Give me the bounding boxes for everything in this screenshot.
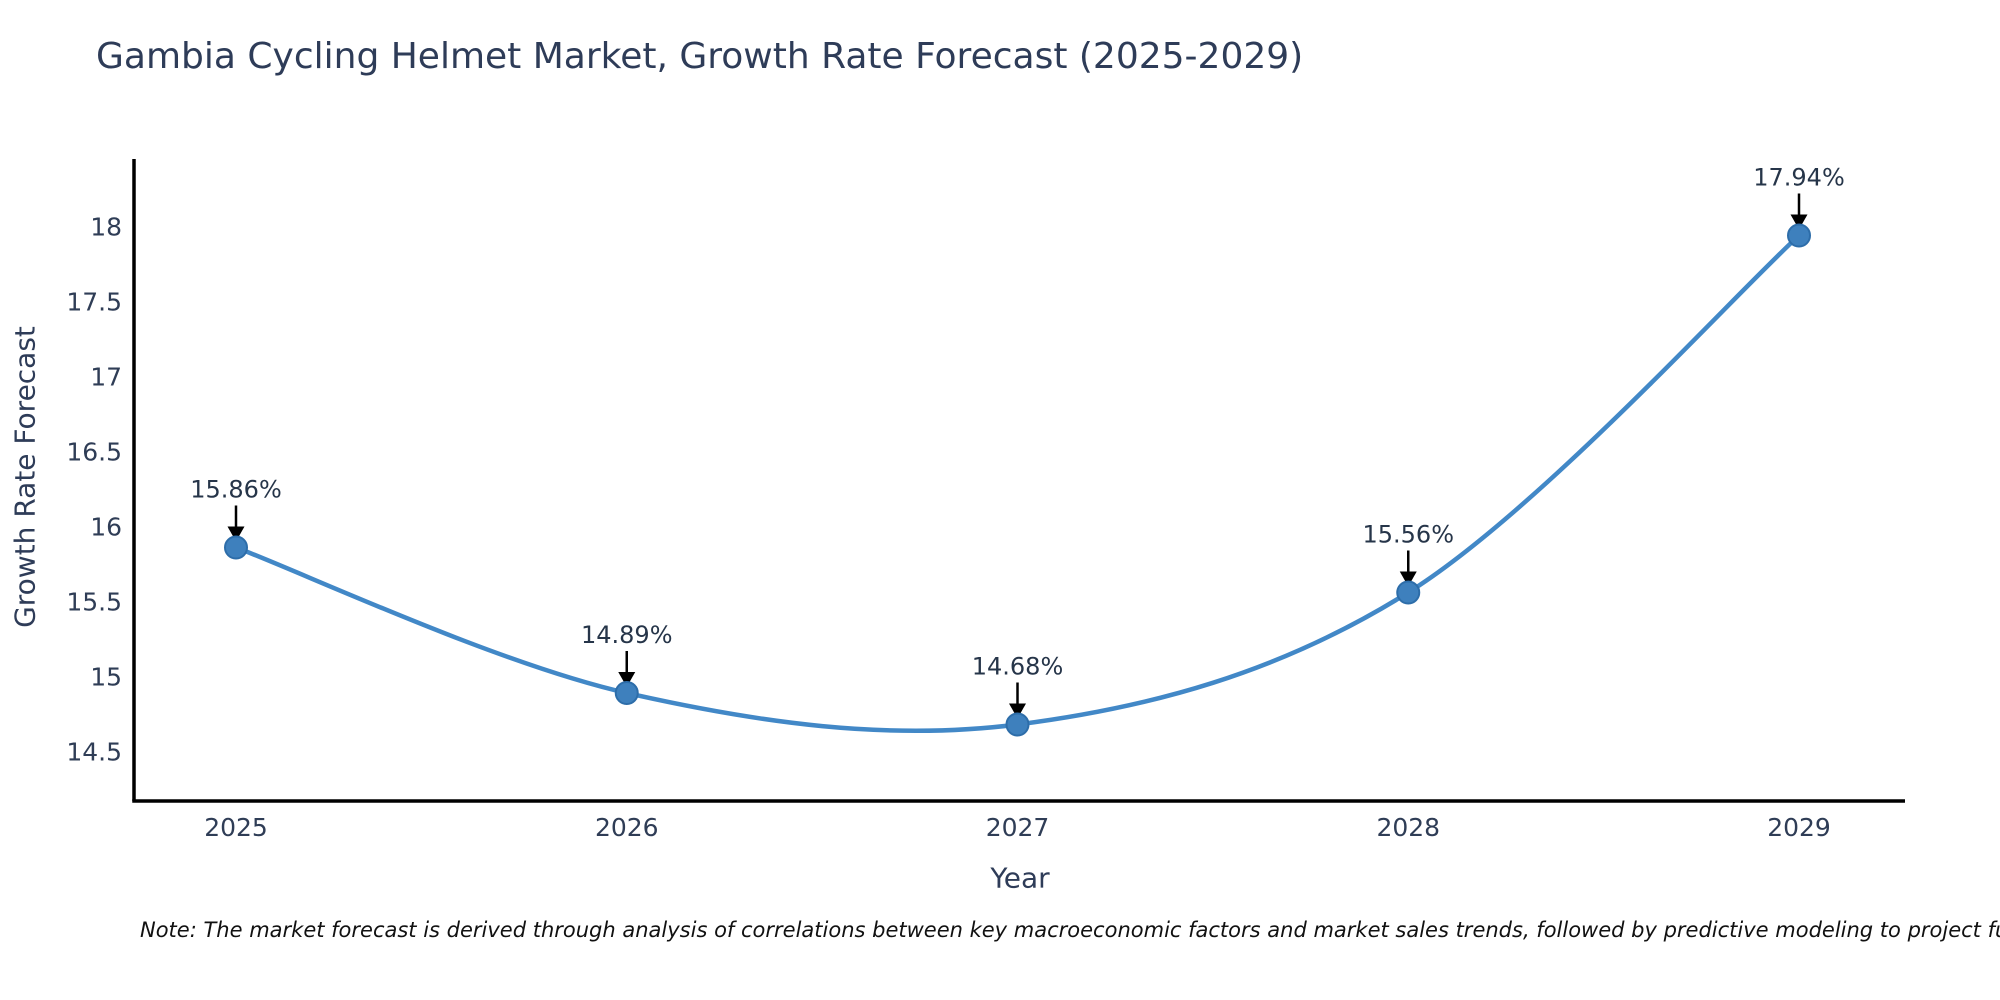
x-axis-title: Year	[990, 861, 1050, 895]
y-tick-label: 16.5	[66, 438, 122, 467]
y-tick-label: 14.5	[66, 738, 122, 767]
annotation-arrow-head	[618, 672, 636, 687]
data-point-label: 15.56%	[1362, 521, 1454, 549]
y-tick-label: 16	[90, 513, 122, 542]
annotation-arrow-head	[1399, 571, 1417, 587]
data-point-label: 14.89%	[581, 621, 673, 649]
x-tick-label: 2026	[595, 813, 659, 842]
data-point-marker	[224, 535, 248, 560]
footnote: Note: The market forecast is derived thr…	[140, 918, 2000, 942]
y-axis-title: Growth Rate Forecast	[8, 326, 42, 628]
y-tick-label: 17	[90, 363, 122, 392]
y-tick-label: 18	[90, 213, 122, 242]
data-point-marker	[614, 681, 639, 705]
x-tick-label: 2029	[1767, 813, 1831, 842]
data-point-marker	[1787, 223, 1811, 248]
y-tick-label: 17.5	[66, 288, 122, 317]
annotation-arrow-head	[1790, 214, 1808, 230]
x-tick-label: 2027	[986, 813, 1050, 842]
data-point-label: 14.68%	[972, 653, 1064, 681]
chart-title: Gambia Cycling Helmet Market, Growth Rat…	[96, 36, 1304, 77]
y-tick-label: 15.5	[66, 588, 122, 617]
trend-line	[233, 233, 1802, 734]
annotation-arrow-head	[1009, 703, 1026, 719]
x-tick-label: 2028	[1376, 813, 1440, 842]
x-tick-label: 2025	[204, 813, 268, 842]
y-tick-label: 15	[90, 663, 122, 692]
data-point-marker	[1396, 580, 1421, 605]
data-point-label: 17.94%	[1753, 164, 1845, 192]
annotation-arrow-head	[227, 526, 245, 542]
data-point-label: 15.86%	[190, 476, 282, 504]
data-point-marker	[1005, 712, 1030, 737]
